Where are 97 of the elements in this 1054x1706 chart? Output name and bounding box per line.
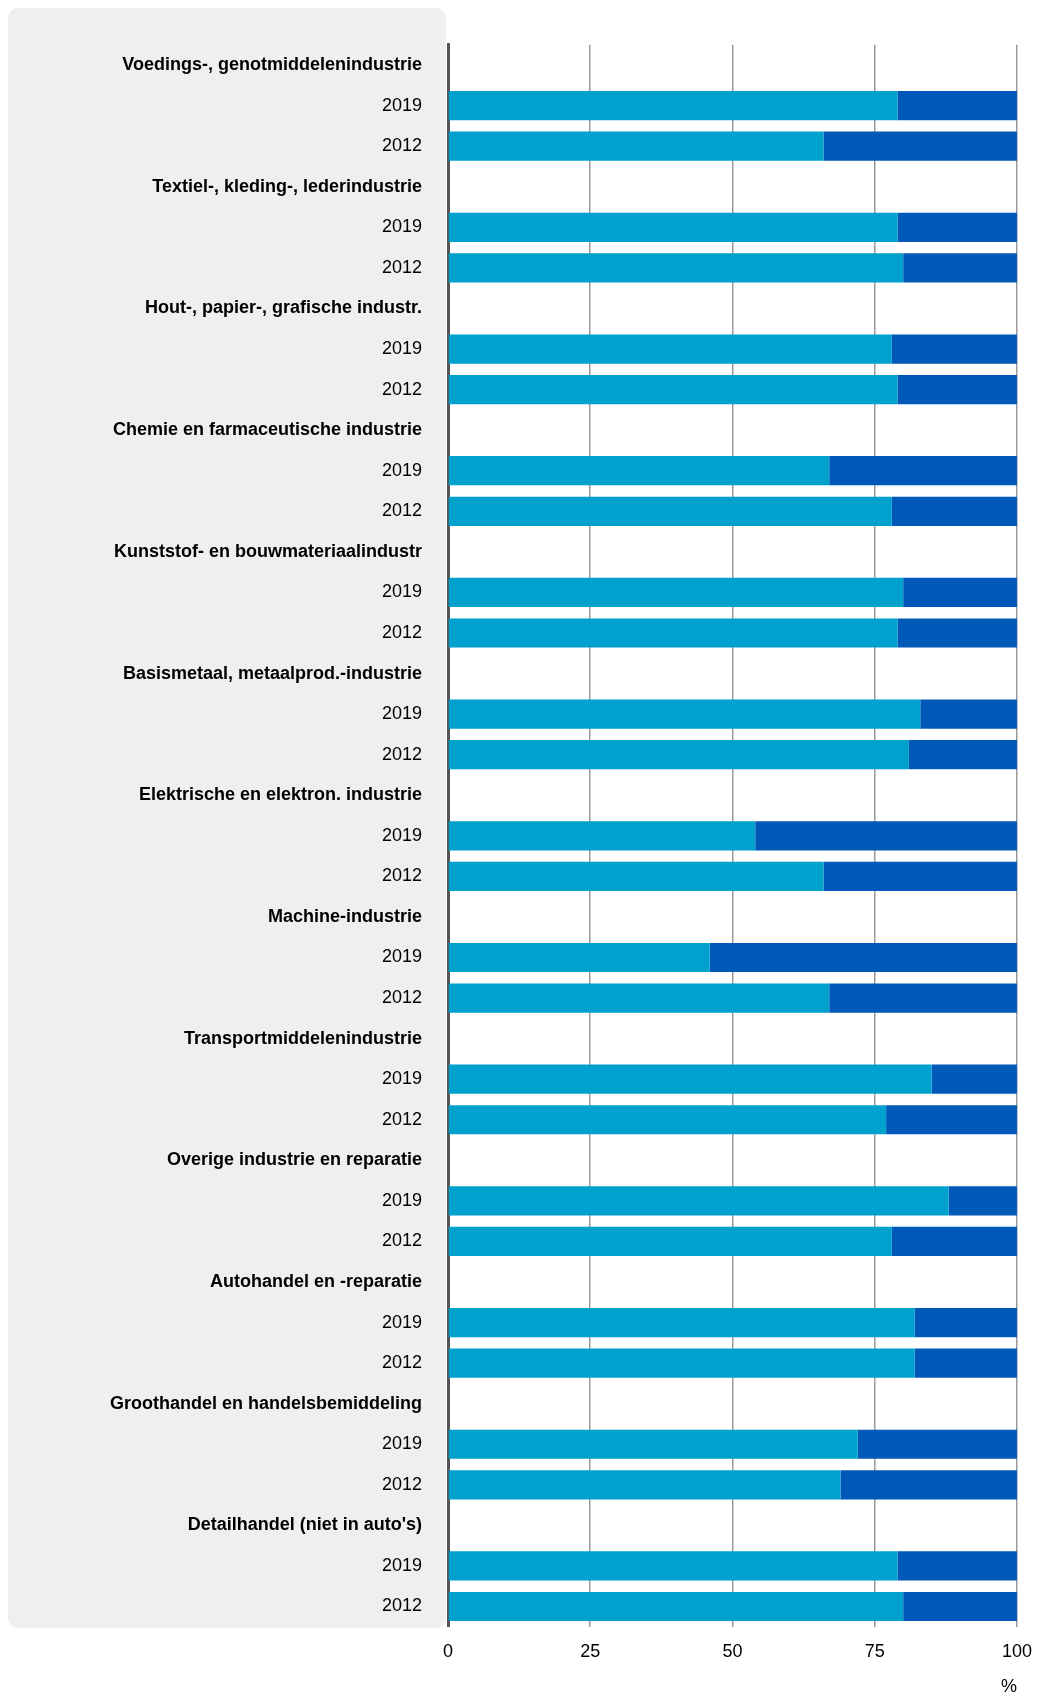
bar <box>914 1348 1017 1378</box>
y-tick-label: 2012 <box>381 500 422 521</box>
y-tick-label: 2019 <box>381 946 422 967</box>
y-tick-label: 2019 <box>381 1068 422 1089</box>
y-tick-label: 2019 <box>381 581 422 602</box>
bar <box>448 253 904 283</box>
y-tick-label: 2019 <box>381 94 422 115</box>
bar <box>897 212 1017 242</box>
bar <box>448 1307 915 1338</box>
bar <box>920 699 1017 729</box>
y-tick-label: Chemie en farmaceutische industrie <box>112 419 422 440</box>
bar <box>448 821 756 851</box>
y-tick-label: Textiel-, kleding-, lederindustrie <box>152 175 422 196</box>
y-tick-label: 2019 <box>381 338 422 358</box>
bar <box>448 212 898 242</box>
y-tick-label: Basismetaal, metaalprod.-industrie <box>122 662 422 683</box>
bar <box>448 740 909 770</box>
bar <box>448 334 892 364</box>
bar <box>448 456 830 486</box>
bar <box>448 1470 841 1500</box>
bar <box>448 131 824 161</box>
y-tick-label: Hout-, papier-, grafische industr. <box>144 297 422 318</box>
bar <box>709 942 1017 973</box>
bar <box>914 1307 1017 1338</box>
bar <box>448 618 898 648</box>
y-tick-label: Overige industrie en reparatie <box>166 1149 422 1170</box>
bar <box>908 740 1017 770</box>
y-tick-label: Kunststof- en bouwmateriaalindustr <box>113 540 422 561</box>
bar <box>897 91 1017 121</box>
y-tick-label: Machine-industrie <box>267 905 422 926</box>
y-tick-label: Detailhandel (niet in auto's) <box>187 1514 422 1535</box>
bar <box>857 1429 1017 1459</box>
y-tick-label: 2012 <box>381 865 422 886</box>
bar <box>448 1226 892 1257</box>
y-tick-label: 2012 <box>381 743 422 764</box>
bar <box>897 374 1017 405</box>
bar <box>448 1551 898 1581</box>
x-tick-label: 50 <box>722 1640 743 1661</box>
y-tick-label: 2012 <box>381 135 422 156</box>
y-tick-label: Autohandel en -reparatie <box>209 1270 422 1291</box>
bar <box>903 577 1017 608</box>
bar <box>829 983 1017 1013</box>
bar <box>948 1186 1017 1216</box>
y-tick-label: Groothandel en handelsbemiddeling <box>109 1392 422 1413</box>
y-tick-label: 2019 <box>381 1554 422 1575</box>
bar <box>448 577 904 608</box>
y-tick-label: 2019 <box>381 703 422 724</box>
y-tick-label: 2012 <box>381 987 422 1008</box>
bar <box>448 1064 932 1094</box>
y-tick-label: 2012 <box>381 1595 422 1616</box>
x-tick-label: 0 <box>442 1640 454 1661</box>
bar <box>755 821 1017 851</box>
y-tick-label: 2012 <box>381 621 422 642</box>
y-tick-label: Transportmiddelenindustrie <box>183 1027 422 1048</box>
bar <box>897 1551 1017 1581</box>
bar <box>931 1064 1017 1094</box>
bar <box>823 861 1017 891</box>
bar <box>448 1348 915 1378</box>
y-tick-label: 2012 <box>381 256 422 277</box>
y-tick-label: 2019 <box>381 216 422 237</box>
bar <box>897 618 1017 648</box>
bar <box>829 456 1017 486</box>
y-tick-label: 2012 <box>381 378 422 399</box>
bar <box>448 1591 904 1622</box>
bar <box>823 131 1017 161</box>
bar <box>448 1105 887 1135</box>
bar <box>448 374 898 405</box>
y-tick-label: 2012 <box>381 1352 422 1373</box>
bar <box>903 253 1017 283</box>
y-tick-label: 2019 <box>381 1433 422 1454</box>
y-tick-label: Voedings-, genotmiddelenindustrie <box>122 54 422 75</box>
bar <box>448 983 830 1013</box>
x-tick-label: 75 <box>864 1640 885 1661</box>
y-tick-label: Elektrische en elektron. industrie <box>138 784 422 805</box>
bar <box>448 496 892 526</box>
bar <box>448 91 898 121</box>
bar <box>448 942 710 973</box>
y-tick-label: 2019 <box>381 824 422 845</box>
bar <box>886 1105 1017 1135</box>
bar <box>903 1591 1017 1622</box>
y-tick-label: 2012 <box>381 1230 422 1251</box>
bar <box>891 334 1017 364</box>
x-tick-label: 25 <box>580 1640 601 1661</box>
bar <box>448 699 921 729</box>
y-tick-label: 2019 <box>381 1189 422 1210</box>
y-tick-label: 2019 <box>381 1311 422 1332</box>
bar <box>891 496 1017 526</box>
x-axis-title: % <box>1000 1676 1017 1697</box>
y-tick-label: 2019 <box>381 459 422 480</box>
bar <box>448 861 824 891</box>
bar <box>448 1429 858 1459</box>
bar <box>840 1470 1017 1500</box>
x-tick-label: 100 <box>1001 1640 1033 1661</box>
bar <box>891 1226 1017 1257</box>
y-tick-label: 2012 <box>381 1473 422 1494</box>
y-tick-label: 2012 <box>381 1108 422 1129</box>
bar <box>448 1186 949 1216</box>
